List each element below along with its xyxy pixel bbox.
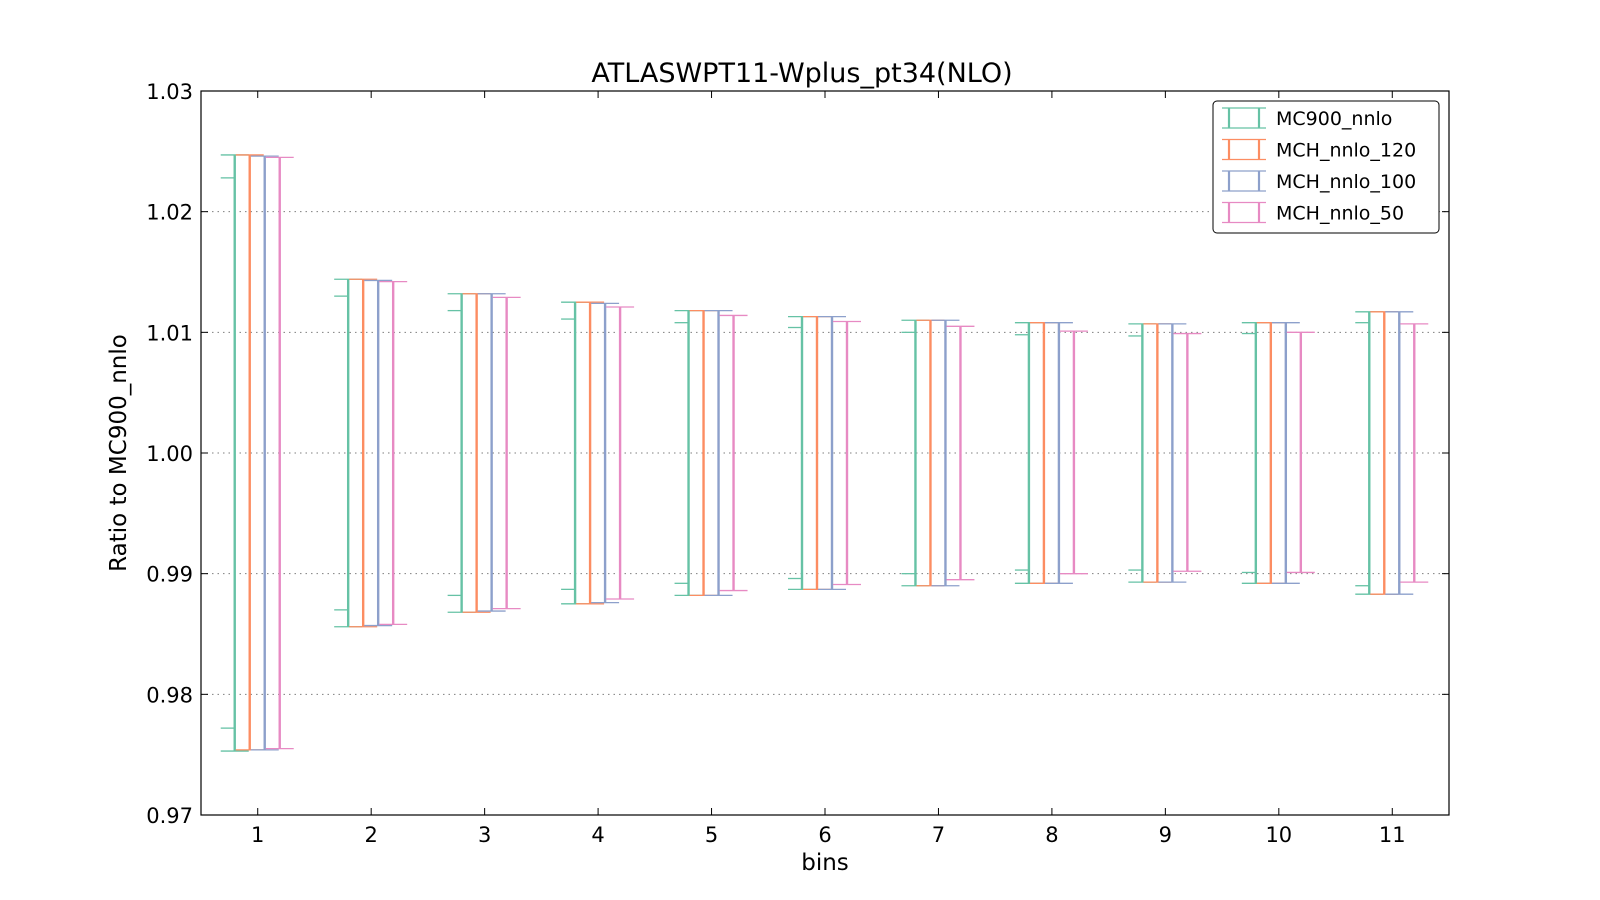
x-tick-label: 6	[818, 823, 831, 847]
axis-ticks: 0.97 0.98 0.99 1.00 1.01 1.02 1.03 1 2 3 4 5 6 7 8 9 10 1…	[146, 80, 1449, 847]
x-tick-label: 1	[251, 823, 264, 847]
x-tick-label: 10	[1265, 823, 1292, 847]
x-tick-label: 4	[591, 823, 604, 847]
y-axis-label: Ratio to MC900_nnlo	[106, 334, 132, 572]
y-tick-label: 1.03	[146, 80, 193, 104]
legend-label: MCH_nnlo_50	[1276, 203, 1404, 225]
legend-label: MCH_nnlo_120	[1276, 140, 1416, 162]
legend-frame	[1212, 100, 1440, 234]
y-tick-label: 0.97	[146, 804, 193, 828]
x-tick-label: 3	[478, 823, 491, 847]
x-tick-label: 11	[1379, 823, 1406, 847]
grid-lines	[201, 211, 1449, 695]
legend-label: MC900_nnlo	[1276, 108, 1392, 130]
series-MCH_nnlo_120	[235, 154, 1399, 751]
y-tick-label: 1.00	[146, 442, 193, 466]
y-tick-label: 0.98	[146, 683, 193, 707]
x-tick-label: 5	[705, 823, 718, 847]
x-tick-label: 7	[932, 823, 945, 847]
series-MC900_nnlo	[220, 154, 1384, 752]
y-tick-label: 1.01	[146, 321, 193, 345]
x-tick-label: 2	[364, 823, 377, 847]
x-tick-label: 8	[1045, 823, 1058, 847]
legend-label: MCH_nnlo_100	[1276, 171, 1416, 193]
x-axis-label: bins	[801, 850, 849, 876]
y-tick-label: 0.99	[146, 563, 193, 587]
error-bars	[220, 154, 1429, 752]
x-tick-label: 9	[1159, 823, 1172, 847]
series-MCH_nnlo_100	[250, 155, 1414, 751]
y-tick-label: 1.02	[146, 201, 193, 225]
series-MCH_nnlo_50	[265, 156, 1429, 750]
chart-title: ATLASWPT11-Wplus_pt34(NLO)	[591, 58, 1012, 89]
legend: MC900_nnlo MCH_nnlo_120 MCH_nnlo_100 MCH_nn…	[1212, 100, 1440, 234]
